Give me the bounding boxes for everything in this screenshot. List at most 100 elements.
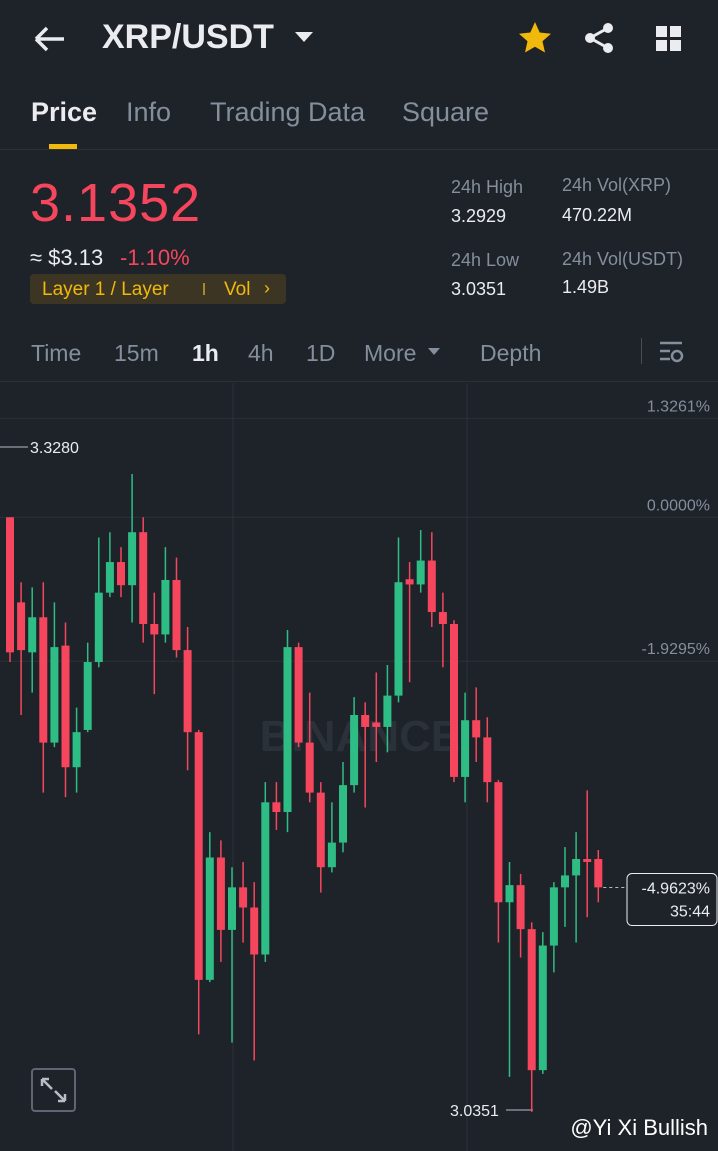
interval[interactable]: 1h <box>192 340 219 366</box>
candle-body <box>350 715 359 786</box>
countdown: 35:44 <box>670 904 710 921</box>
candle-body <box>139 532 148 624</box>
interval[interactable]: 4h <box>248 340 274 366</box>
watermark: BINANCE <box>260 712 460 761</box>
chart-settings[interactable] <box>658 340 686 364</box>
candle-body <box>172 579 181 651</box>
stat-label: 24h Low <box>451 250 520 270</box>
last-price-label: -4.9623% <box>642 881 711 898</box>
candle-body <box>405 579 414 585</box>
candle-body <box>194 732 203 980</box>
interval[interactable]: Depth <box>480 340 542 366</box>
candle-body <box>250 907 259 955</box>
last-price: 3.1352 <box>30 173 202 233</box>
candle-body <box>483 737 492 783</box>
candle-body <box>117 562 125 586</box>
stat-value: 1.49B <box>562 277 610 297</box>
tab[interactable]: Square <box>402 97 490 127</box>
candle-body <box>150 623 159 635</box>
candle-body <box>72 732 81 768</box>
interval[interactable]: 1D <box>306 340 336 366</box>
tag-separator <box>203 283 205 295</box>
low-label: 3.0351 <box>450 1103 499 1120</box>
tab[interactable]: Trading Data <box>210 97 366 127</box>
stat-label: 24h High <box>451 177 524 197</box>
back-button[interactable] <box>32 24 68 54</box>
candle-body <box>28 617 37 653</box>
dropdown-icon[interactable] <box>294 30 314 44</box>
candle-body <box>427 560 436 613</box>
candle-body <box>105 562 114 593</box>
candle-body <box>549 887 558 946</box>
interval[interactable]: 15m <box>114 340 159 366</box>
tab[interactable]: Info <box>126 97 172 127</box>
candle-body <box>39 617 48 743</box>
candle-body <box>450 623 458 777</box>
candle-body <box>472 720 481 738</box>
divider <box>0 149 718 150</box>
candle-body <box>327 842 336 868</box>
favorite-star[interactable] <box>517 20 553 56</box>
candle-body <box>161 579 170 635</box>
y-tick-label: 0.0000% <box>647 497 710 514</box>
tab[interactable]: Price <box>31 97 98 127</box>
stat-value: 3.2929 <box>451 206 507 226</box>
candle-body <box>372 722 381 727</box>
more-dropdown[interactable] <box>427 347 441 357</box>
candle-body <box>361 715 370 727</box>
y-tick-label: -1.9295% <box>642 641 711 658</box>
candle-body <box>583 858 592 862</box>
candle-body <box>6 517 14 653</box>
tag-box[interactable] <box>30 274 286 304</box>
candle-body <box>416 560 425 585</box>
last-price-box <box>626 873 718 927</box>
candle-body <box>94 592 103 663</box>
tag-link[interactable]: Vol <box>224 279 251 300</box>
candle-body <box>205 857 214 980</box>
candle-body <box>383 695 392 727</box>
candle-body <box>316 792 325 868</box>
candle-body <box>505 885 514 903</box>
credit: @Yi Xi Bullish <box>570 1115 708 1140</box>
candle-body <box>50 647 59 743</box>
candle-body <box>394 582 403 696</box>
usd-price: ≈ $3.13 <box>30 245 104 270</box>
stat-value: 470.22M <box>562 205 633 225</box>
candle-body <box>305 742 314 793</box>
interval[interactable]: More <box>364 340 417 366</box>
candle-body <box>294 647 303 743</box>
pair-title[interactable]: XRP/USDT <box>102 18 274 56</box>
expand-icon[interactable] <box>40 1077 67 1103</box>
candle-body <box>538 945 547 1071</box>
candle-body <box>572 858 581 876</box>
candle-body <box>594 858 603 888</box>
price-change: -1.10% <box>120 245 190 270</box>
candle-body <box>516 885 525 930</box>
candle-body <box>183 650 192 733</box>
tag-arrow[interactable]: › <box>264 278 270 298</box>
candle-body <box>461 720 470 777</box>
grid-icon[interactable] <box>654 24 684 54</box>
share-icon[interactable] <box>582 20 618 56</box>
candle-body <box>228 887 236 930</box>
candle-body <box>438 612 447 624</box>
candle-body <box>527 929 536 1071</box>
interval[interactable]: Time <box>31 340 82 366</box>
divider <box>0 381 718 382</box>
candle-body <box>128 532 137 586</box>
candle-body <box>339 785 347 843</box>
tab-indicator <box>49 144 77 149</box>
candle-body <box>239 887 248 908</box>
candle-body <box>261 802 270 955</box>
expand-button[interactable] <box>31 1068 76 1112</box>
candle-body <box>494 782 503 903</box>
candle-body <box>561 875 569 888</box>
y-tick-label: 1.3261% <box>647 398 710 415</box>
tag-label[interactable]: Layer 1 / Layer <box>42 279 169 300</box>
stat-label: 24h Vol(USDT) <box>562 249 684 269</box>
stat-label: 24h Vol(XRP) <box>562 175 672 195</box>
stat-value: 3.0351 <box>451 279 507 299</box>
candle-body <box>216 857 225 930</box>
